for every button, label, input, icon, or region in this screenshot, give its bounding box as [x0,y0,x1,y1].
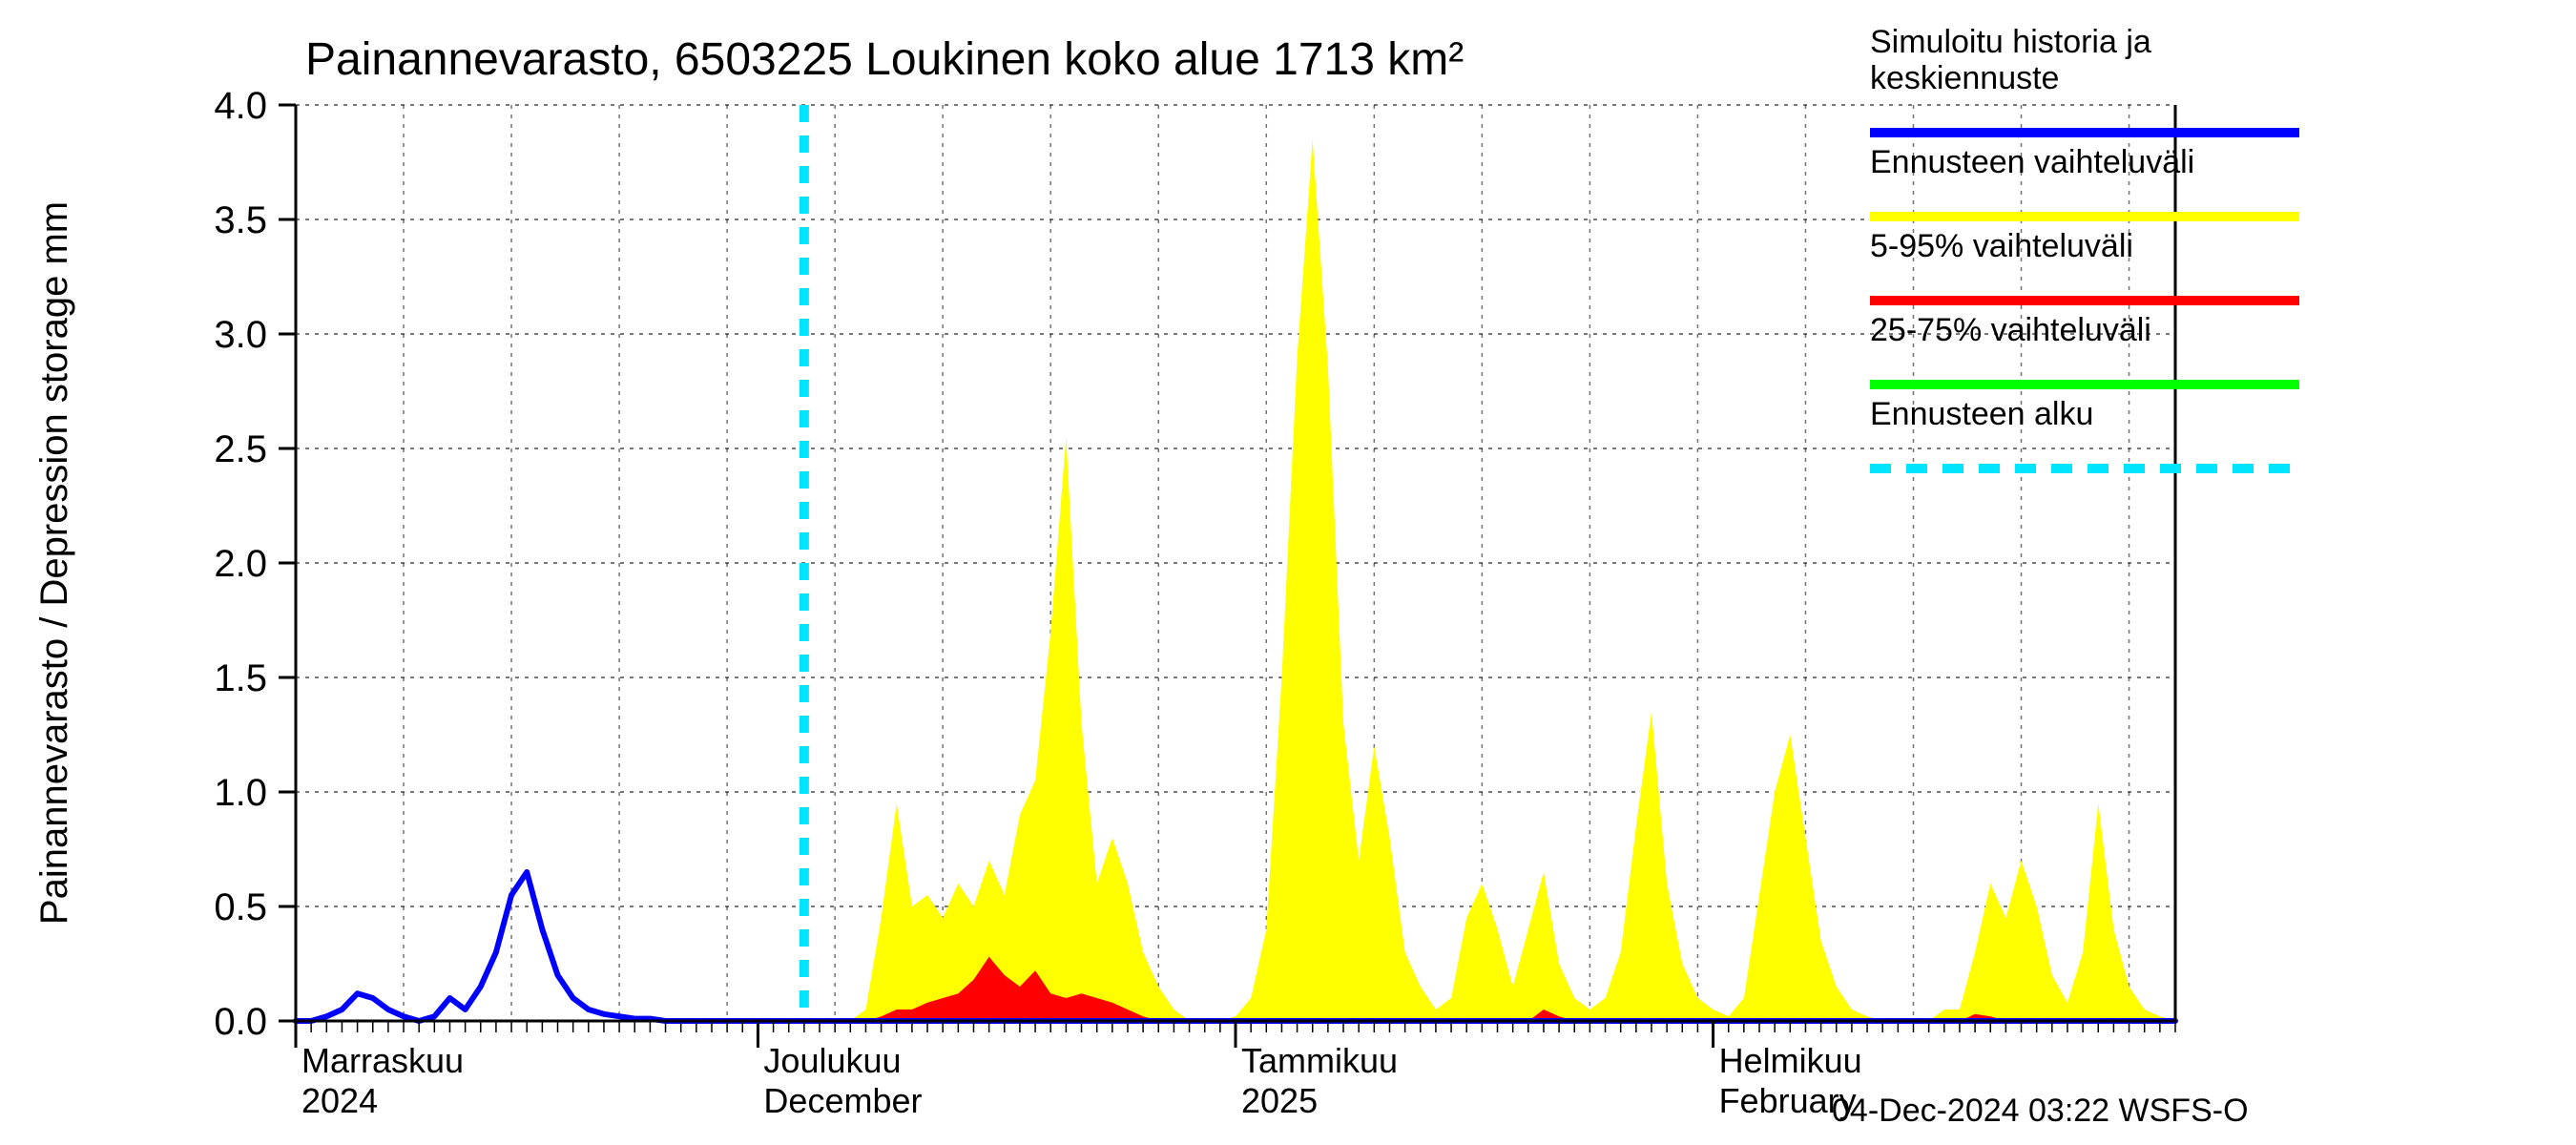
svg-text:2.5: 2.5 [214,428,267,470]
chart-title: Painannevarasto, 6503225 Loukinen koko a… [305,34,1464,85]
svg-text:0.0: 0.0 [214,1001,267,1043]
svg-text:2.0: 2.0 [214,543,267,585]
svg-text:1.0: 1.0 [214,772,267,814]
legend-label: Ennusteen alku [1870,396,2093,432]
svg-text:4.0: 4.0 [214,85,267,127]
svg-text:Joulukuu: Joulukuu [763,1041,901,1080]
svg-text:2025: 2025 [1241,1081,1318,1120]
y-axis-label: Painannevarasto / Depression storage mm [33,201,75,925]
svg-text:Marraskuu: Marraskuu [301,1041,464,1080]
svg-text:Helmikuu: Helmikuu [1719,1041,1862,1080]
svg-text:1.5: 1.5 [214,657,267,699]
svg-text:2024: 2024 [301,1081,378,1120]
svg-text:3.5: 3.5 [214,199,267,241]
chart-footer: 04-Dec-2024 03:22 WSFS-O [1832,1093,2249,1129]
legend-label: Simuloitu historia ja [1870,24,2151,60]
svg-text:0.5: 0.5 [214,886,267,928]
legend-label: 5-95% vaihteluväli [1870,228,2133,264]
legend-label: keskiennuste [1870,60,2059,96]
legend-label: Ennusteen vaihteluväli [1870,144,2194,180]
chart-svg: 0.0 0.5 1.0 1.5 2.0 2.5 3.0 3.5 4.0 Marraskuu2024… [0,0,2576,1145]
svg-text:December: December [763,1081,922,1120]
depression-storage-chart: 0.0 0.5 1.0 1.5 2.0 2.5 3.0 3.5 4.0 Marraskuu2024… [0,0,2576,1145]
svg-text:3.0: 3.0 [214,314,267,356]
svg-text:Tammikuu: Tammikuu [1241,1041,1398,1080]
legend-label: 25-75% vaihteluväli [1870,312,2151,348]
